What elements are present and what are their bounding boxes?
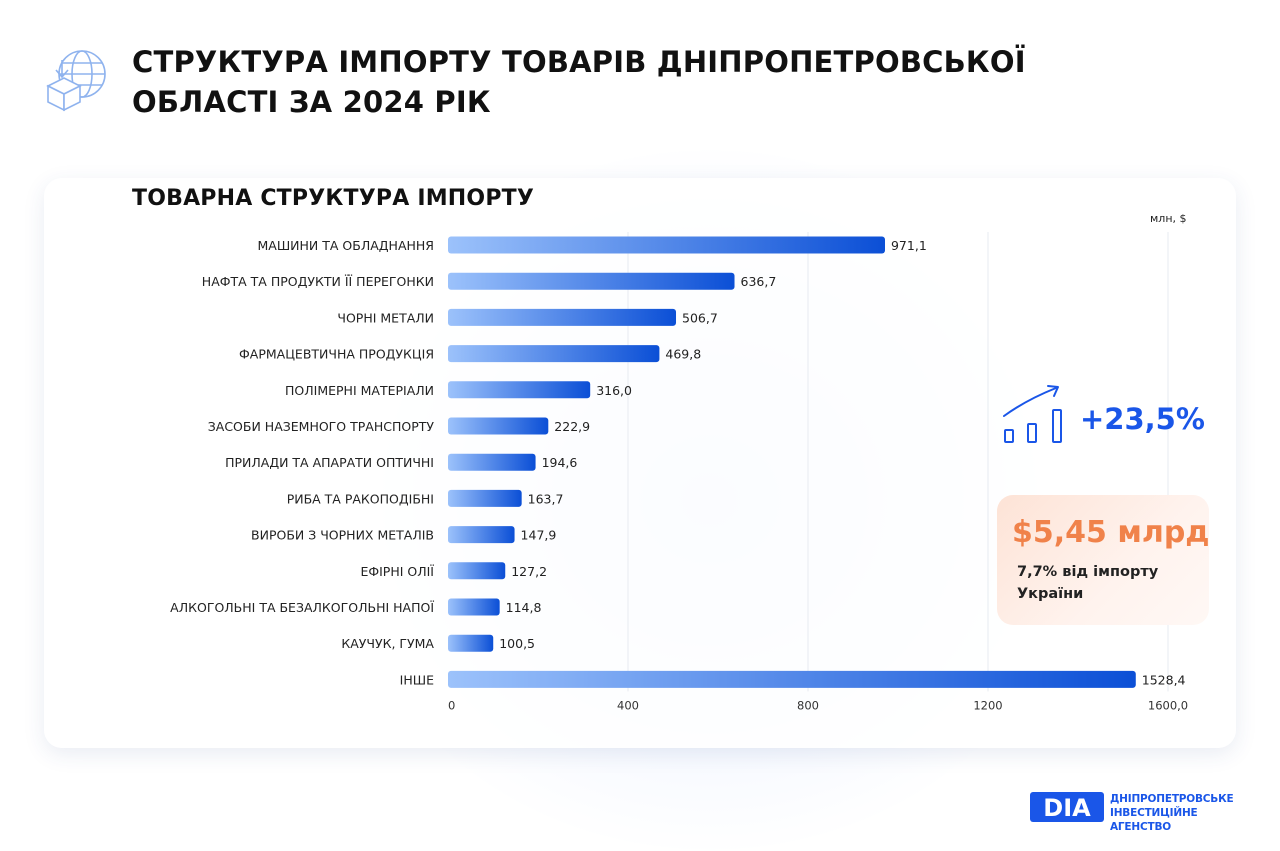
- bar: [448, 381, 591, 399]
- page-title-line1: СТРУКТУРА ІМПОРТУ ТОВАРІВ ДНІПРОПЕТРОВСЬ…: [132, 45, 1026, 79]
- bar: [448, 453, 536, 471]
- category-label: ІНШЕ: [400, 672, 434, 687]
- bar: [448, 526, 515, 544]
- bar-value-label: 100,5: [499, 636, 535, 651]
- x-tick-label: 400: [617, 698, 639, 712]
- bar-value-label: 636,7: [741, 274, 777, 289]
- bar: [448, 345, 660, 363]
- bar: [448, 489, 522, 507]
- bar: [448, 272, 735, 290]
- chart-title: ТОВАРНА СТРУКТУРА ІМПОРТУ: [132, 186, 535, 211]
- category-label: ЗАСОБИ НАЗЕМНОГО ТРАНСПОРТУ: [208, 419, 435, 434]
- bar: [448, 417, 549, 435]
- bar-value-label: 163,7: [528, 491, 564, 506]
- category-label: ФАРМАЦЕВТИЧНА ПРОДУКЦІЯ: [239, 347, 434, 362]
- bar: [448, 634, 494, 652]
- bar: [448, 236, 885, 254]
- category-label: ПРИЛАДИ ТА АПАРАТИ ОПТИЧНІ: [225, 455, 434, 470]
- bar-value-label: 971,1: [891, 238, 927, 253]
- category-label: ВИРОБИ З ЧОРНИХ МЕТАЛІВ: [251, 528, 434, 543]
- bar-value-label: 469,8: [665, 347, 701, 362]
- bar-value-label: 316,0: [596, 383, 632, 398]
- dia-logo-mark: DIA: [1030, 792, 1104, 822]
- bar-value-label: 147,9: [521, 528, 557, 543]
- total-value: $5,45 млрд: [1012, 515, 1210, 550]
- bar-value-label: 222,9: [554, 419, 590, 434]
- bar-value-label: 1528,4: [1142, 672, 1186, 687]
- page-title: СТРУКТУРА ІМПОРТУ ТОВАРІВ ДНІПРОПЕТРОВСЬ…: [132, 42, 1132, 122]
- category-label: НАФТА ТА ПРОДУКТИ ЇЇ ПЕРЕГОНКИ: [202, 274, 434, 289]
- bar-value-label: 127,2: [511, 564, 547, 579]
- category-label: ПОЛІМЕРНІ МАТЕРІАЛИ: [285, 383, 434, 398]
- category-label: КАУЧУК, ГУМА: [341, 636, 434, 651]
- logo-line1: ДНІПРОПЕТРОВСЬКЕ: [1110, 793, 1234, 805]
- bar-growth-icon: [1003, 385, 1062, 443]
- bar-value-label: 194,6: [542, 455, 578, 470]
- x-tick-label: 800: [797, 698, 819, 712]
- x-tick-label: 1600,0: [1148, 698, 1188, 712]
- bar: [448, 598, 500, 616]
- agency-logo: DIA ДНІПРОПЕТРОВСЬКЕ ІНВЕСТИЦІЙНЕ АГЕНСТ…: [1030, 788, 1240, 833]
- page-title-line2: ОБЛАСТІ ЗА 2024 РІК: [132, 85, 491, 119]
- growth-value: +23,5%: [1080, 402, 1205, 436]
- unit-label: млн, $: [1150, 212, 1187, 225]
- category-label: ЧОРНІ МЕТАЛИ: [337, 310, 434, 325]
- logo-line2: ІНВЕСТИЦІЙНЕ АГЕНСТВО: [1110, 807, 1198, 833]
- category-label: МАШИНИ ТА ОБЛАДНАННЯ: [257, 238, 434, 253]
- bar: [448, 670, 1136, 688]
- x-tick-label: 1200: [973, 698, 1002, 712]
- bar-value-label: 506,7: [682, 310, 718, 325]
- category-label: РИБА ТА РАКОПОДІБНІ: [287, 491, 434, 506]
- x-tick-label: 0: [448, 698, 455, 712]
- category-label: ЕФІРНІ ОЛІЇ: [360, 564, 434, 579]
- category-label: АЛКОГОЛЬНІ ТА БЕЗАЛКОГОЛЬНІ НАПОЇ: [170, 600, 434, 615]
- total-note: 7,7% від імпорту України: [1017, 564, 1159, 602]
- total-card: $5,45 млрд 7,7% від імпорту України: [997, 495, 1210, 625]
- bar: [448, 562, 506, 580]
- globe-box-icon: [46, 50, 106, 112]
- bar-value-label: 114,8: [506, 600, 542, 615]
- logo-mark-text: DIA: [1043, 794, 1091, 822]
- bar: [448, 308, 677, 326]
